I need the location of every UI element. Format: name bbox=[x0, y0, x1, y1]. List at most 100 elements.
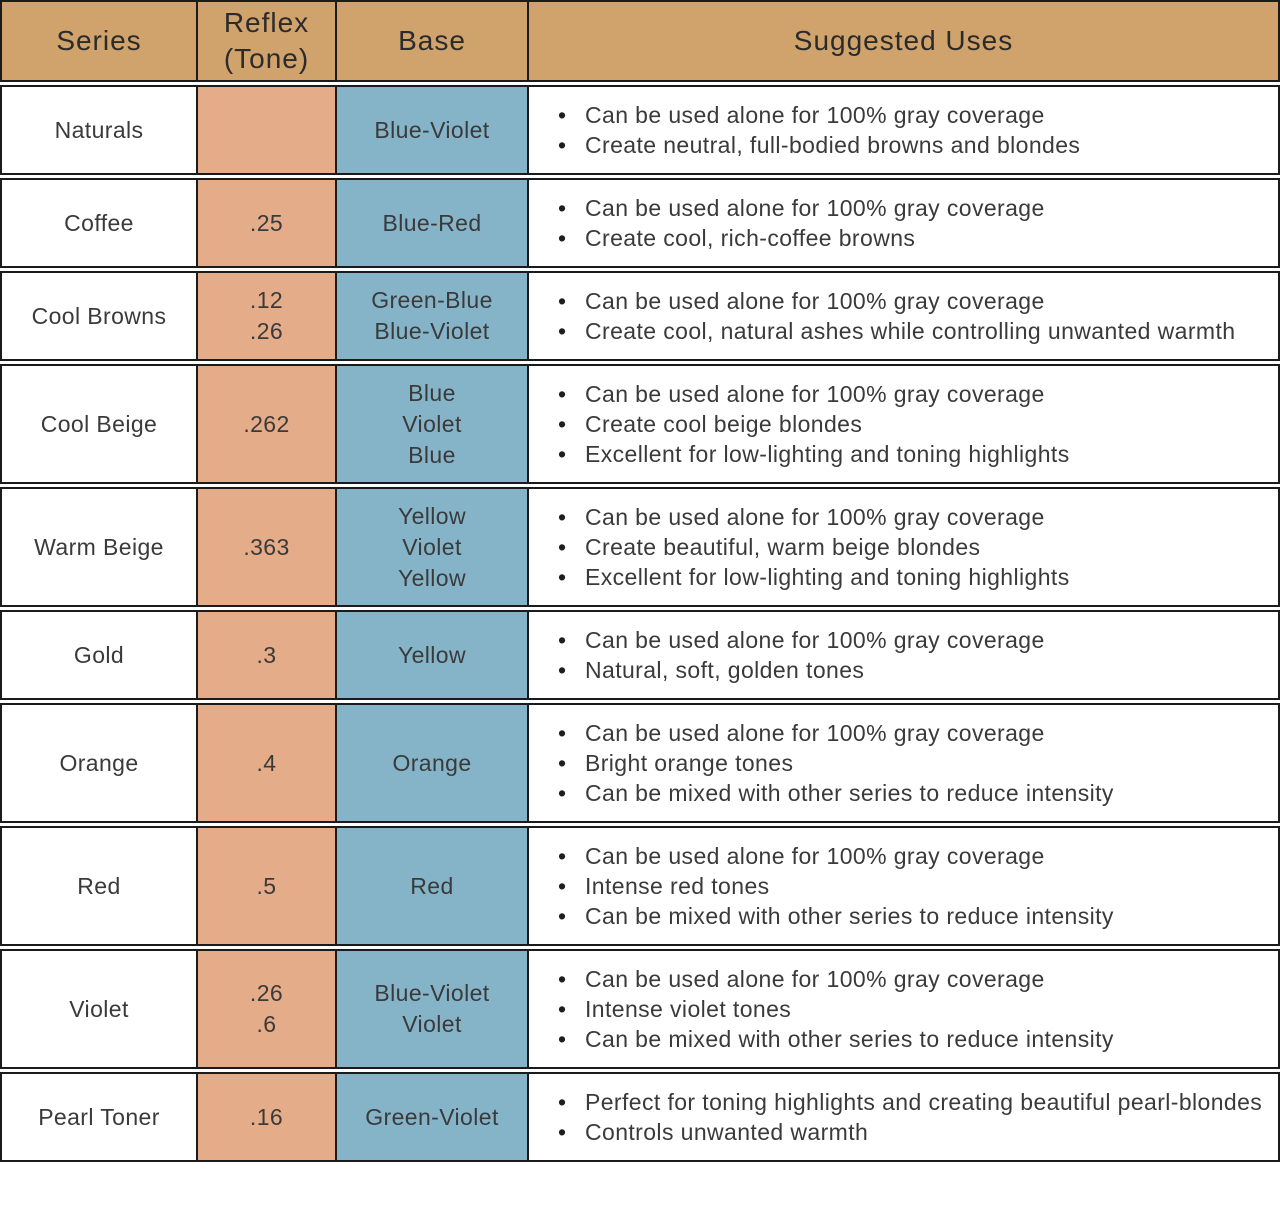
series-cell: Gold bbox=[0, 610, 198, 700]
base-value: Yellow bbox=[397, 564, 467, 591]
series-cell: Violet bbox=[0, 949, 198, 1069]
use-bullet-item: Can be used alone for 100% gray coverage bbox=[555, 379, 1264, 409]
base-value: Green-Blue bbox=[371, 287, 493, 313]
use-bullet-item: Create cool beige blondes bbox=[555, 409, 1264, 439]
reflex-cell: .262 bbox=[198, 364, 337, 484]
color-series-table: Series Reflex (Tone) Base Suggested Uses… bbox=[0, 0, 1280, 1165]
reflex-cell: .16 bbox=[198, 1072, 337, 1162]
series-cell: Pearl Toner bbox=[0, 1072, 198, 1162]
uses-cell: Can be used alone for 100% gray coverage… bbox=[529, 271, 1280, 361]
use-bullet-item: Bright orange tones bbox=[555, 748, 1264, 778]
use-bullet-item: Perfect for toning highlights and creati… bbox=[555, 1087, 1264, 1117]
header-row: Series Reflex (Tone) Base Suggested Uses bbox=[0, 0, 1280, 82]
reflex-cell: .26.6 bbox=[198, 949, 337, 1069]
reflex-cell: .25 bbox=[198, 178, 337, 268]
reflex-value: .4 bbox=[256, 749, 277, 776]
col-header-base: Base bbox=[337, 0, 529, 82]
base-value: Violet bbox=[402, 410, 462, 437]
base-value: Green-Violet bbox=[365, 1103, 499, 1130]
base-cell: Blue-Violet bbox=[337, 85, 529, 175]
table-row: Naturals Blue-Violet Can be used alone f… bbox=[0, 85, 1280, 175]
use-bullet-item: Can be used alone for 100% gray coverage bbox=[555, 718, 1264, 748]
reflex-value: .16 bbox=[249, 1103, 284, 1130]
series-cell: Naturals bbox=[0, 85, 198, 175]
uses-cell: Can be used alone for 100% gray coverage… bbox=[529, 826, 1280, 946]
base-cell: Orange bbox=[337, 703, 529, 823]
col-header-suggested-uses: Suggested Uses bbox=[529, 0, 1280, 82]
reflex-cell: .4 bbox=[198, 703, 337, 823]
use-bullet-item: Can be mixed with other series to reduce… bbox=[555, 901, 1264, 931]
use-bullet-item: Intense red tones bbox=[555, 871, 1264, 901]
use-bullet-item: Intense violet tones bbox=[555, 994, 1264, 1024]
use-bullet-item: Create cool, natural ashes while control… bbox=[555, 316, 1264, 346]
uses-cell: Can be used alone for 100% gray coverage… bbox=[529, 610, 1280, 700]
base-value: Red bbox=[410, 872, 454, 899]
series-cell: Cool Browns bbox=[0, 271, 198, 361]
reflex-cell: .363 bbox=[198, 487, 337, 607]
base-value: Blue-Violet bbox=[374, 116, 490, 143]
series-cell: Warm Beige bbox=[0, 487, 198, 607]
use-bullet-item: Can be used alone for 100% gray coverage bbox=[555, 100, 1264, 130]
col-header-series: Series bbox=[0, 0, 198, 82]
base-cell: Blue Violet Blue bbox=[337, 364, 529, 484]
use-bullet-item: Create neutral, full-bodied browns and b… bbox=[555, 130, 1264, 160]
uses-cell: Perfect for toning highlights and creati… bbox=[529, 1072, 1280, 1162]
use-bullet-item: Can be used alone for 100% gray coverage bbox=[555, 286, 1264, 316]
col-header-reflex-tone: Reflex (Tone) bbox=[198, 0, 337, 82]
reflex-value: .6 bbox=[256, 1011, 277, 1037]
base-cell: Yellow Violet Yellow bbox=[337, 487, 529, 607]
uses-cell: Can be used alone for 100% gray coverage… bbox=[529, 364, 1280, 484]
use-bullet-item: Create cool, rich-coffee browns bbox=[555, 223, 1264, 253]
series-cell: Orange bbox=[0, 703, 198, 823]
use-bullet-item: Excellent for low-lighting and toning hi… bbox=[555, 439, 1264, 469]
table-row: Pearl Toner .16 Green-Violet Perfect for… bbox=[0, 1072, 1280, 1162]
base-cell: Red bbox=[337, 826, 529, 946]
reflex-value: .5 bbox=[256, 872, 277, 899]
reflex-cell bbox=[198, 85, 337, 175]
base-cell: Yellow bbox=[337, 610, 529, 700]
reflex-value: .26 bbox=[249, 980, 284, 1006]
base-cell: Blue-Violet Violet bbox=[337, 949, 529, 1069]
base-value: Orange bbox=[392, 749, 472, 776]
base-cell: Blue-Red bbox=[337, 178, 529, 268]
use-bullet-item: Can be used alone for 100% gray coverage bbox=[555, 502, 1264, 532]
base-value: Yellow bbox=[397, 502, 467, 529]
reflex-value: .12 bbox=[249, 287, 284, 313]
use-bullet-item: Can be used alone for 100% gray coverage bbox=[555, 841, 1264, 871]
series-cell: Red bbox=[0, 826, 198, 946]
use-bullet-item: Can be used alone for 100% gray coverage bbox=[555, 193, 1264, 223]
use-bullet-item: Natural, soft, golden tones bbox=[555, 655, 1264, 685]
reflex-value: .3 bbox=[256, 641, 277, 668]
use-bullet-item: Excellent for low-lighting and toning hi… bbox=[555, 562, 1264, 592]
uses-cell: Can be used alone for 100% gray coverage… bbox=[529, 85, 1280, 175]
base-cell: Green-Blue Blue-Violet bbox=[337, 271, 529, 361]
base-value: Violet bbox=[402, 533, 462, 560]
base-value: Blue bbox=[408, 379, 456, 406]
table-row: Cool Browns .12.26 Green-Blue Blue-Violet… bbox=[0, 271, 1280, 361]
table-row: Orange .4 Orange Can be used alone for 1… bbox=[0, 703, 1280, 823]
table-row: Red .5 Red Can be used alone for 100% gr… bbox=[0, 826, 1280, 946]
reflex-value: .25 bbox=[249, 209, 284, 236]
reflex-cell: .12.26 bbox=[198, 271, 337, 361]
reflex-value: .262 bbox=[243, 410, 290, 437]
use-bullet-item: Can be used alone for 100% gray coverage bbox=[555, 625, 1264, 655]
base-value: Yellow bbox=[397, 641, 467, 668]
reflex-value: .26 bbox=[249, 318, 284, 344]
uses-cell: Can be used alone for 100% gray coverage… bbox=[529, 949, 1280, 1069]
use-bullet-item: Create beautiful, warm beige blondes bbox=[555, 532, 1264, 562]
table-row: Coffee .25 Blue-Red Can be used alone fo… bbox=[0, 178, 1280, 268]
use-bullet-item: Can be mixed with other series to reduce… bbox=[555, 778, 1264, 808]
table-row: Gold .3 Yellow Can be used alone for 100… bbox=[0, 610, 1280, 700]
base-value: Blue-Violet bbox=[374, 980, 490, 1006]
series-cell: Coffee bbox=[0, 178, 198, 268]
reflex-cell: .5 bbox=[198, 826, 337, 946]
use-bullet-item: Can be mixed with other series to reduce… bbox=[555, 1024, 1264, 1054]
table-row: Cool Beige .262 Blue Violet Blue Can be us… bbox=[0, 364, 1280, 484]
uses-cell: Can be used alone for 100% gray coverage… bbox=[529, 703, 1280, 823]
uses-cell: Can be used alone for 100% gray coverage… bbox=[529, 487, 1280, 607]
series-cell: Cool Beige bbox=[0, 364, 198, 484]
reflex-cell: .3 bbox=[198, 610, 337, 700]
base-value: Blue-Violet bbox=[374, 318, 490, 344]
base-value: Blue-Red bbox=[382, 209, 482, 236]
